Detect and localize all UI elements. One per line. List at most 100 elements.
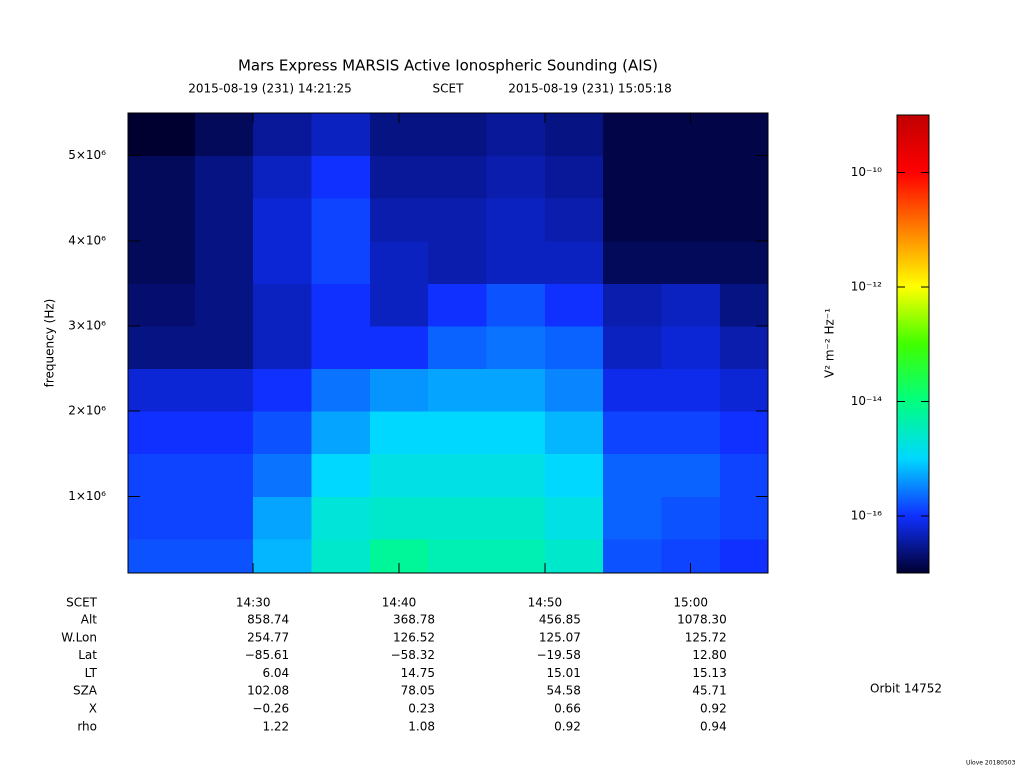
heatmap-cell	[603, 453, 663, 497]
y-tick-label: 1×10⁶	[68, 489, 106, 503]
heatmap-cell	[128, 325, 196, 370]
heatmap-cell	[486, 240, 546, 284]
heatmap-cell	[253, 155, 313, 199]
y-tick-label: 5×10⁶	[68, 148, 106, 162]
heatmap-cell	[719, 453, 769, 497]
time-system: SCET	[433, 82, 465, 96]
heatmap-cell	[603, 240, 663, 284]
ephemeris-value: 102.08	[247, 684, 289, 698]
chart-title: Mars Express MARSIS Active Ionospheric S…	[238, 57, 658, 75]
heatmap-cell	[253, 198, 313, 242]
heatmap-cell	[661, 368, 721, 412]
x-tick-label: 14:50	[528, 596, 563, 610]
ephemeris-value: 15.13	[692, 666, 726, 680]
heatmap-cell	[128, 368, 196, 412]
heatmap-cell	[486, 368, 546, 412]
ephemeris-value: 6.04	[262, 666, 289, 680]
heatmap-cell	[486, 198, 546, 242]
ephemeris-value: −58.32	[391, 648, 435, 662]
heatmap-cell	[544, 240, 604, 284]
ephemeris-value: 12.80	[692, 648, 726, 662]
y-axis-label: frequency (Hz)	[43, 299, 57, 388]
heatmap-cell	[428, 453, 488, 497]
heatmap-cell	[603, 325, 663, 370]
y-tick-label: 4×10⁶	[68, 233, 106, 247]
heatmap-cell	[253, 240, 313, 284]
heatmap-cell	[369, 240, 429, 284]
heatmap-cell	[311, 283, 371, 327]
heatmap-cell	[719, 155, 769, 199]
heatmap-cell	[253, 325, 313, 370]
ephemeris-label: SZA	[73, 684, 98, 698]
heatmap-cell	[544, 113, 604, 157]
ephemeris-value: 14.75	[401, 666, 435, 680]
heatmap-cell	[719, 368, 769, 412]
ephemeris-value: −85.61	[245, 648, 289, 662]
ephemeris-value: 0.94	[700, 719, 727, 733]
colorbar-tick-label: 10⁻¹²	[851, 279, 882, 293]
ephemeris-label: X	[89, 702, 97, 716]
heatmap-cell	[194, 198, 254, 242]
heatmap-cell	[194, 411, 254, 455]
heatmap-cell	[661, 496, 721, 540]
colorbar	[896, 114, 930, 574]
heatmap-cell	[428, 283, 488, 327]
heatmap-cell	[603, 538, 663, 574]
heatmap-cell	[661, 155, 721, 199]
heatmap-cell	[544, 496, 604, 540]
heatmap-cell	[544, 283, 604, 327]
heatmap-cell	[428, 368, 488, 412]
heatmap-cell	[428, 155, 488, 199]
heatmap-cell	[486, 283, 546, 327]
heatmap-cell	[719, 113, 769, 157]
heatmap-cell	[428, 240, 488, 284]
heatmap-cell	[311, 411, 371, 455]
x-tick-label: 14:40	[382, 596, 417, 610]
heatmap-cell	[369, 496, 429, 540]
ephemeris-value: 368.78	[393, 613, 435, 627]
heatmap-cell	[253, 453, 313, 497]
heatmap-cell	[194, 283, 254, 327]
heatmap-cell	[603, 368, 663, 412]
heatmap-cell	[311, 496, 371, 540]
colorbar-label: V² m⁻² Hz⁻¹	[823, 308, 837, 378]
heatmap-cell	[311, 240, 371, 284]
heatmap-cell	[544, 538, 604, 574]
ephemeris-value: 0.23	[408, 702, 435, 716]
ephemeris-value: 126.52	[393, 630, 435, 644]
heatmap-cell	[719, 538, 769, 574]
heatmap-cell	[369, 411, 429, 455]
heatmap-cell	[428, 113, 488, 157]
heatmap-cell	[661, 325, 721, 370]
colorbar-tick-label: 10⁻¹⁰	[851, 165, 882, 179]
ephemeris-value: 78.05	[401, 684, 435, 698]
heatmap-cell	[544, 325, 604, 370]
heatmap-cell	[311, 155, 371, 199]
heatmap-cell	[486, 538, 546, 574]
heatmap-cell	[544, 368, 604, 412]
ephemeris-label: Alt	[81, 613, 98, 627]
ephemeris-value: −0.26	[252, 702, 289, 716]
heatmap-cell	[311, 113, 371, 157]
heatmap-cell	[128, 113, 196, 157]
y-tick-label: 2×10⁶	[68, 404, 106, 418]
ephemeris-label: rho	[77, 719, 97, 733]
heatmap-cell	[603, 496, 663, 540]
heatmap-cell	[194, 240, 254, 284]
heatmap-cell	[486, 155, 546, 199]
heatmap-cell	[311, 453, 371, 497]
heatmap-cell	[544, 198, 604, 242]
heatmap-cell	[128, 538, 196, 574]
ephemeris-value: 1.22	[262, 719, 289, 733]
ephemeris-value: 125.07	[539, 630, 581, 644]
plot-frame	[127, 112, 769, 574]
heatmap-cell	[311, 368, 371, 412]
ephemeris-value: 54.58	[547, 684, 581, 698]
heatmap-cell	[311, 198, 371, 242]
heatmap-cell	[253, 283, 313, 327]
heatmap-cell	[428, 411, 488, 455]
heatmap-cell	[369, 325, 429, 370]
colorbar-tick-label: 10⁻¹⁴	[851, 394, 882, 408]
heatmap-cell	[603, 411, 663, 455]
